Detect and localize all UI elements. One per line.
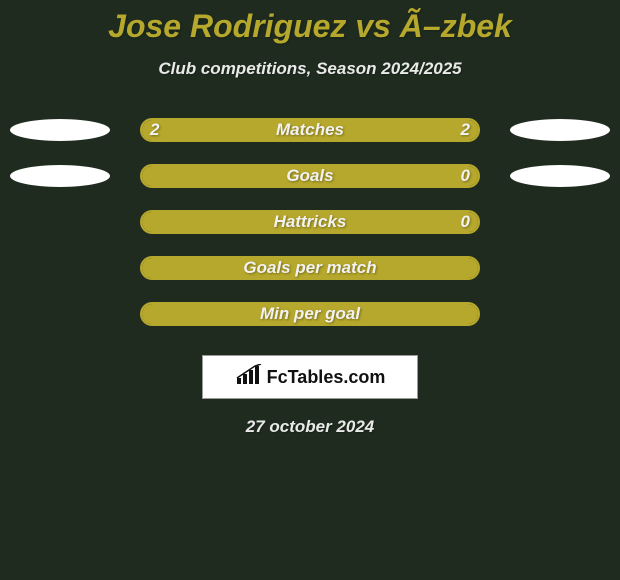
- stat-bar-track: [140, 302, 480, 326]
- stat-row: Hattricks0: [0, 199, 620, 245]
- stat-row: Matches22: [0, 107, 620, 153]
- stat-bar-fill-left: [142, 304, 478, 324]
- logo-box: FcTables.com: [202, 355, 418, 399]
- logo-text: FcTables.com: [267, 367, 386, 388]
- comparison-infographic: Jose Rodriguez vs Ã–zbek Club competitio…: [0, 0, 620, 580]
- stat-bar-fill-left: [142, 166, 478, 186]
- stat-bar-track: [140, 118, 480, 142]
- stat-bar-track: [140, 210, 480, 234]
- player-right-marker: [510, 119, 610, 141]
- stat-bar-fill-left: [142, 120, 310, 140]
- player-left-marker: [10, 119, 110, 141]
- stat-bar-fill-left: [142, 258, 478, 278]
- stat-bar-fill-left: [142, 212, 478, 232]
- chart-icon: [235, 364, 263, 391]
- stat-bar-track: [140, 164, 480, 188]
- stat-bar-track: [140, 256, 480, 280]
- player-right-marker: [510, 165, 610, 187]
- page-subtitle: Club competitions, Season 2024/2025: [0, 59, 620, 79]
- page-title: Jose Rodriguez vs Ã–zbek: [0, 0, 620, 45]
- stat-row: Min per goal: [0, 291, 620, 337]
- stat-rows: Matches22Goals0Hattricks0Goals per match…: [0, 107, 620, 337]
- player-left-marker: [10, 165, 110, 187]
- date-stamp: 27 october 2024: [0, 417, 620, 437]
- stat-row: Goals per match: [0, 245, 620, 291]
- stat-row: Goals0: [0, 153, 620, 199]
- stat-bar-fill-right: [310, 120, 478, 140]
